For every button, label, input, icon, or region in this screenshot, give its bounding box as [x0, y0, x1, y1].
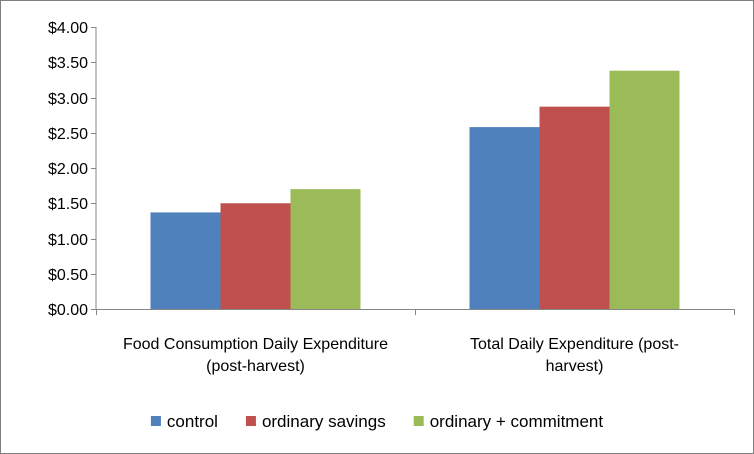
bar-ordinary-commitment [290, 189, 361, 309]
bar-ordinary-savings [220, 203, 291, 309]
legend-swatch [245, 416, 256, 426]
y-tick-label: $3.50 [48, 55, 88, 72]
category-label: (post-harvest) [206, 358, 305, 375]
bars [150, 70, 680, 310]
category-label: Food Consumption Daily Expenditure [123, 336, 388, 353]
legend-label: ordinary savings [262, 412, 386, 431]
y-tick-label: $0.00 [48, 302, 88, 319]
legend: control ordinary savings ordinary + commit… [150, 412, 604, 431]
y-tick-label: $1.50 [48, 196, 88, 213]
category-label: harvest) [546, 358, 604, 375]
bar-control [150, 212, 221, 309]
x-axis: Food Consumption Daily Expenditure (post-… [96, 309, 735, 375]
y-tick-label: $1.00 [48, 232, 88, 249]
bar-ordinary-commitment [609, 70, 680, 310]
y-tick-label: $3.00 [48, 91, 88, 108]
bar-ordinary-savings [539, 106, 610, 309]
legend-label: ordinary + commitment [430, 412, 604, 431]
legend-swatch [150, 416, 161, 426]
bar-control [469, 127, 540, 309]
y-tick-label: $0.50 [48, 267, 88, 284]
y-tick-label: $4.00 [48, 20, 88, 37]
legend-label: control [167, 412, 218, 431]
legend-swatch [413, 416, 424, 426]
y-tick-label: $2.50 [48, 126, 88, 143]
y-axis: $0.00 $0.50 $1.00 $1.50 $2.00 $2.50 $3.00 $3.50… [48, 20, 97, 319]
y-tick-label: $2.00 [48, 161, 88, 178]
category-label: Total Daily Expenditure (post- [470, 336, 679, 353]
